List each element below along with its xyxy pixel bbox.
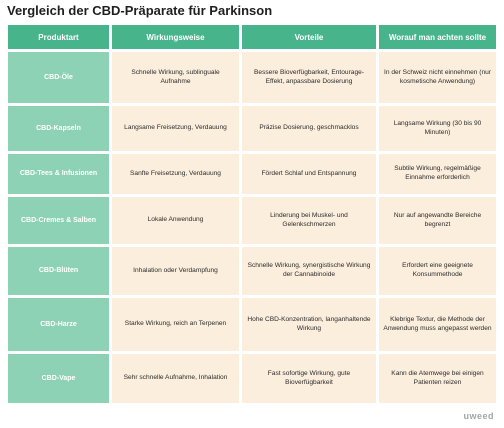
benefits-cell: Linderung bei Muskel- und Gelenkschmerze… [242, 197, 376, 244]
table-row: CBD-Blüten Inhalation oder Verdampfung S… [8, 247, 496, 295]
table-header-row: Produktart Wirkungsweise Vorteile Worauf… [8, 25, 496, 49]
caution-cell: Langsame Wirkung (30 bis 90 Minuten) [379, 106, 496, 151]
effect-cell: Sanfte Freisetzung, Verdauung [112, 154, 239, 194]
benefits-cell: Fördert Schlaf und Entspannung [242, 154, 376, 194]
table-row: CBD-Harze Starke Wirkung, reich an Terpe… [8, 298, 496, 351]
effect-cell: Sehr schnelle Aufnahme, Inhalation [112, 354, 239, 403]
product-name: CBD-Cremes & Salben [8, 197, 109, 244]
product-name: CBD-Blüten [8, 247, 109, 295]
effect-cell: Starke Wirkung, reich an Terpenen [112, 298, 239, 351]
table-row: CBD-Cremes & Salben Lokale Anwendung Lin… [8, 197, 496, 244]
benefits-cell: Bessere Bioverfügbarkeit, Entourage-Effe… [242, 52, 376, 103]
table-row: CBD-Kapseln Langsame Freisetzung, Verdau… [8, 106, 496, 151]
effect-cell: Inhalation oder Verdampfung [112, 247, 239, 295]
caution-cell: Klebrige Textur, die Methode der Anwendu… [379, 298, 496, 351]
page-title: Vergleich der CBD-Präparate für Parkinso… [7, 3, 273, 18]
header-mode-of-action: Wirkungsweise [112, 25, 239, 49]
benefits-cell: Schnelle Wirkung, synergistische Wirkung… [242, 247, 376, 295]
effect-cell: Langsame Freisetzung, Verdauung [112, 106, 239, 151]
caution-cell: Subtile Wirkung, regelmäßige Einnahme er… [379, 154, 496, 194]
header-cautions: Worauf man achten sollte [379, 25, 496, 49]
product-name: CBD-Harze [8, 298, 109, 351]
benefits-cell: Hohe CBD-Konzentration, langanhaltende W… [242, 298, 376, 351]
product-name: CBD-Vape [8, 354, 109, 403]
effect-cell: Lokale Anwendung [112, 197, 239, 244]
benefits-cell: Präzise Dosierung, geschmacklos [242, 106, 376, 151]
product-name: CBD-Tees & Infusionen [8, 154, 109, 194]
caution-cell: Kann die Atemwege bei einigen Patienten … [379, 354, 496, 403]
product-name: CBD-Kapseln [8, 106, 109, 151]
table-row: CBD-Tees & Infusionen Sanfte Freisetzung… [8, 154, 496, 194]
benefits-cell: Fast sofortige Wirkung, gute Bioverfügba… [242, 354, 376, 403]
caution-cell: Erfordert eine geeignete Konsummethode [379, 247, 496, 295]
product-name: CBD-Öle [8, 52, 109, 103]
header-benefits: Vorteile [242, 25, 376, 49]
header-product-type: Produktart [8, 25, 109, 49]
comparison-table: Produktart Wirkungsweise Vorteile Worauf… [5, 22, 499, 406]
table-row: CBD-Öle Schnelle Wirkung, sublinguale Au… [8, 52, 496, 103]
caution-cell: Nur auf angewandte Bereiche begrenzt [379, 197, 496, 244]
effect-cell: Schnelle Wirkung, sublinguale Aufnahme [112, 52, 239, 103]
caution-cell: In der Schweiz nicht einnehmen (nur kosm… [379, 52, 496, 103]
brand-logo: uweed [463, 411, 494, 421]
table-row: CBD-Vape Sehr schnelle Aufnahme, Inhalat… [8, 354, 496, 403]
